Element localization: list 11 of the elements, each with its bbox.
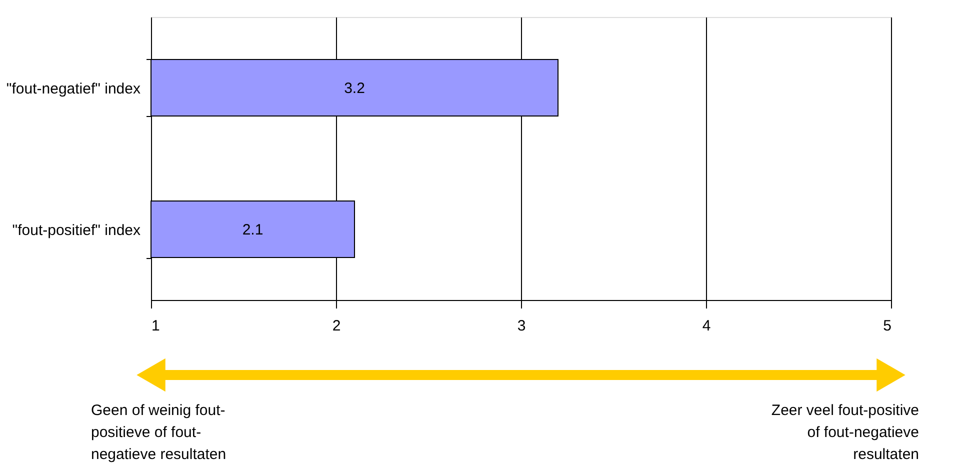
text: Zeer veel fout-positive of fout-negatieve resultaten [771, 402, 919, 463]
x-tick-label: 5 [883, 318, 892, 334]
y-tick-label: "fout-negatief" index [6, 80, 141, 98]
data-label: 2.1 [242, 221, 264, 238]
x-tick-label: 1 [152, 318, 160, 334]
text: Geen of weinig fout- positieve of fout- negatieve resultaten [91, 402, 226, 463]
x-tick-label: 3 [517, 318, 526, 334]
data-label: 3.2 [344, 80, 365, 97]
x-tick-label: 2 [332, 318, 341, 334]
y-tick-label: "fout-positief" index [12, 222, 141, 239]
x-tick-label: 4 [702, 318, 711, 334]
